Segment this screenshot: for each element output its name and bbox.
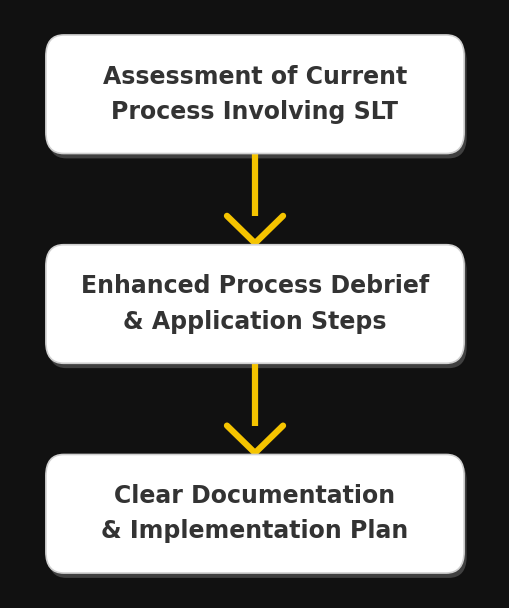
FancyBboxPatch shape [46, 35, 463, 154]
Text: Assessment of Current
Process Involving SLT: Assessment of Current Process Involving … [103, 64, 406, 124]
FancyBboxPatch shape [46, 245, 463, 364]
FancyBboxPatch shape [48, 40, 466, 159]
FancyBboxPatch shape [46, 455, 463, 573]
Text: Clear Documentation
& Implementation Plan: Clear Documentation & Implementation Pla… [101, 484, 408, 544]
FancyBboxPatch shape [48, 460, 466, 578]
Text: Enhanced Process Debrief
& Application Steps: Enhanced Process Debrief & Application S… [81, 274, 428, 334]
FancyBboxPatch shape [48, 250, 466, 368]
